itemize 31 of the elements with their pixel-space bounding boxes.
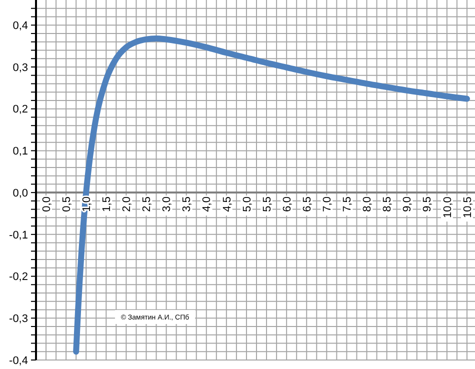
x-tick-label: 2,5 <box>141 196 154 212</box>
x-tick-label: 6,0 <box>281 196 294 212</box>
x-tick-label: 2,0 <box>121 196 134 212</box>
x-tick-label: 9,0 <box>402 196 414 212</box>
x-tick-label: 10,0 <box>442 196 454 218</box>
y-tick-label: 0,2 <box>12 104 28 116</box>
y-tick-label: -0,4 <box>9 354 28 367</box>
y-tick-label: 0,4 <box>12 20 28 32</box>
x-tick-label: 7,0 <box>322 196 334 212</box>
x-tick-label: 4,5 <box>221 196 234 212</box>
x-tick-label: 1,0 <box>80 196 93 212</box>
y-tick-label: -0,1 <box>9 229 28 242</box>
y-tick-label: -0,3 <box>9 312 28 325</box>
x-tick-label: 3,5 <box>181 196 194 212</box>
y-tick-label: 0,1 <box>12 146 28 158</box>
x-tick-label: 0,0 <box>40 196 53 212</box>
x-tick-label: 4,0 <box>201 196 214 212</box>
x-tick-label: 10,5 <box>462 196 474 218</box>
x-tick-label: 7,5 <box>342 196 354 212</box>
y-tick-label: 0,0 <box>12 187 28 200</box>
x-tick-label: 3,0 <box>161 196 174 212</box>
x-tick-label: 8,0 <box>362 196 374 212</box>
x-tick-label: 5,0 <box>241 196 254 212</box>
x-tick-label: 6,5 <box>301 196 314 212</box>
x-tick-label: 1,5 <box>101 196 114 212</box>
y-tick-label: -0,2 <box>9 271 28 284</box>
x-tick-label: 0,5 <box>60 196 73 212</box>
x-tick-label: 8,5 <box>382 196 394 212</box>
x-tick-label: 5,5 <box>261 196 274 212</box>
x-tick-label: 9,5 <box>422 196 434 212</box>
y-tick-label: 0,3 <box>12 62 28 74</box>
